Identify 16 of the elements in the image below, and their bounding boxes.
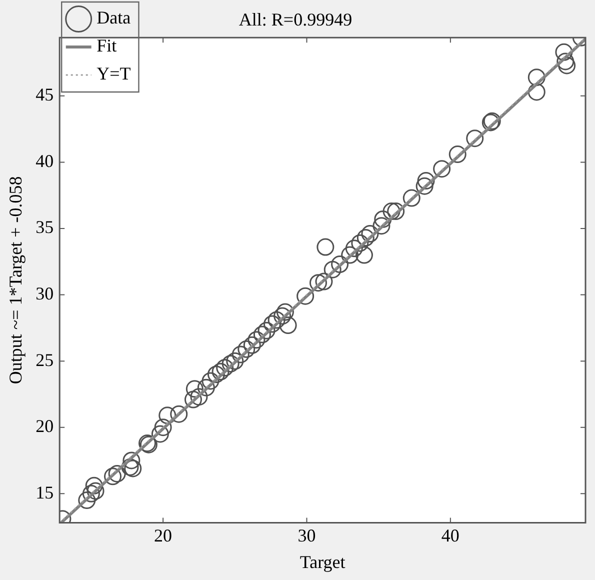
y-tick-label: 20 [36,416,54,436]
chart-title: All: R=0.99949 [238,10,352,30]
y-axis-title: Output ~= 1*Target + -0.058 [6,176,26,384]
y-tick-label: 25 [36,350,54,370]
y-tick-label: 30 [36,284,54,304]
x-tick-label: 40 [441,525,460,546]
y-tick-label: 45 [36,84,54,105]
y-tick-label: 15 [36,482,54,502]
y-tick-label: 40 [36,150,54,171]
y-tick-label: 35 [36,217,54,238]
x-tick-label: 20 [154,525,172,546]
x-tick-label: 30 [298,525,316,546]
legend-label: Fit [96,36,117,56]
legend-label: Y=T [96,64,131,84]
legend-label: Data [96,8,131,28]
x-axis-title: Target [300,552,346,572]
